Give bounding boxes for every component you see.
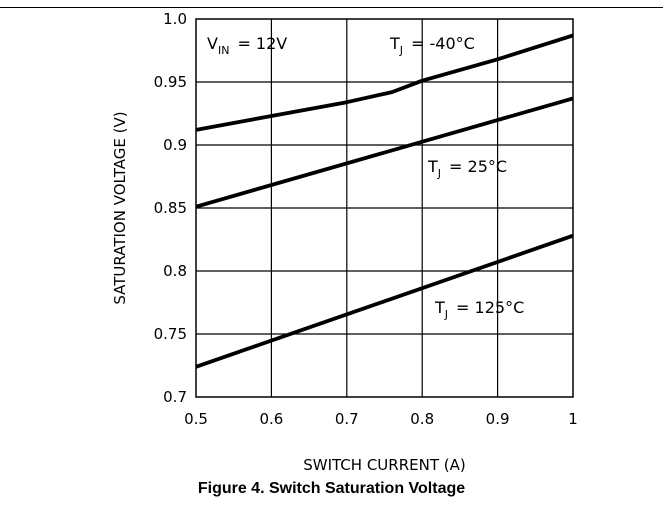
series-label-minus40: TJ = -40°C [389, 34, 475, 57]
y-tick-label: 0.7 [163, 388, 187, 406]
x-axis-label: SWITCH CURRENT (A) [303, 456, 465, 474]
series-lines [195, 33, 574, 369]
y-axis-label: SATURATION VOLTAGE (V) [111, 111, 129, 304]
x-tick-label: 1 [568, 410, 578, 428]
x-tick-label: 0.5 [184, 410, 208, 428]
saturation-voltage-chart: 0.7 0.75 0.8 0.85 0.9 0.95 1.0 0.5 0.6 0.7 0.8 0.9… [111, 10, 578, 474]
x-tick-label: 0.8 [410, 410, 434, 428]
vin-annotation: VIN = 12V [207, 34, 287, 57]
x-tick-label: 0.7 [335, 410, 359, 428]
y-tick-label: 0.85 [154, 199, 187, 217]
series-line [195, 233, 574, 369]
x-tick-label: 0.9 [486, 410, 510, 428]
y-tick-label: 0.8 [163, 262, 187, 280]
figure-caption: Figure 4. Switch Saturation Voltage [197, 480, 466, 497]
y-tick-labels: 0.7 0.75 0.8 0.85 0.9 0.95 1.0 [154, 10, 187, 406]
annotations: VIN = 12V TJ = -40°C TJ = 25°C TJ = 125°C [207, 34, 524, 321]
top-rule [0, 7, 663, 8]
series-label-25: TJ = 25°C [427, 157, 507, 180]
y-tick-label: 1.0 [163, 10, 187, 28]
y-tick-label: 0.95 [154, 73, 187, 91]
grid [196, 19, 573, 397]
series-line [195, 96, 574, 209]
x-tick-label: 0.6 [259, 410, 283, 428]
series-line [195, 33, 574, 132]
x-tick-labels: 0.5 0.6 0.7 0.8 0.9 1 [184, 410, 578, 428]
plot-frame [195, 18, 574, 398]
y-tick-label: 0.75 [154, 325, 187, 343]
series-label-125: TJ = 125°C [434, 298, 524, 321]
y-tick-label: 0.9 [163, 136, 187, 154]
